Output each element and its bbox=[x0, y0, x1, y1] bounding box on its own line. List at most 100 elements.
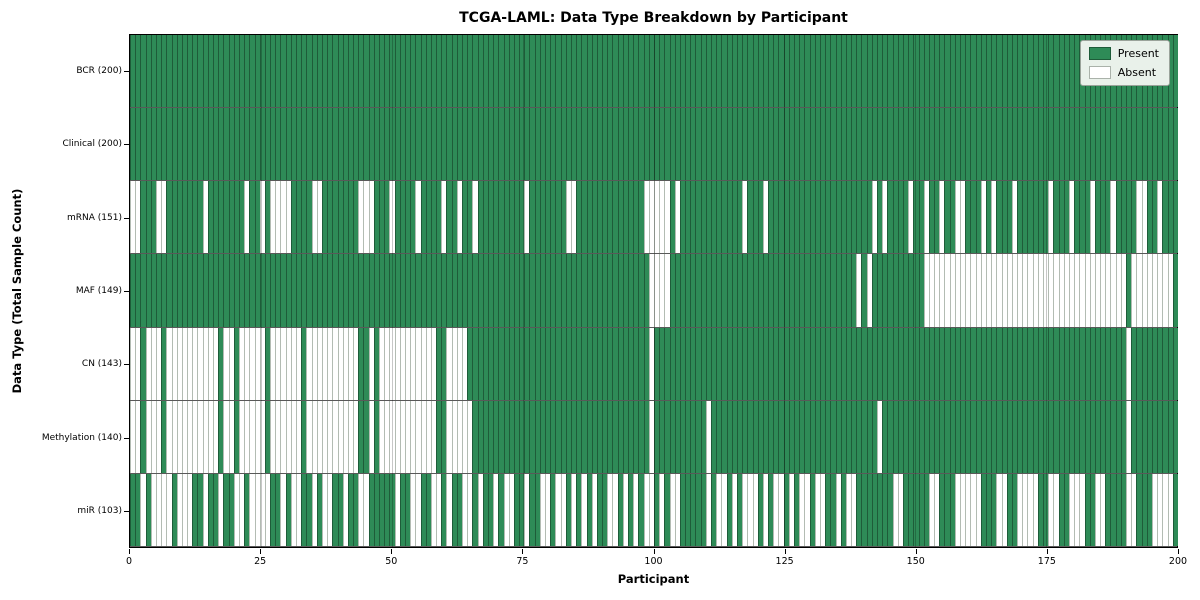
heatmap-cell bbox=[799, 108, 805, 181]
heatmap-cell bbox=[140, 108, 146, 181]
heatmap-cell bbox=[819, 473, 826, 546]
heatmap-cell bbox=[337, 254, 343, 327]
heatmap-cell bbox=[192, 35, 198, 108]
heatmap-cell bbox=[923, 108, 929, 181]
heatmap-cell bbox=[493, 254, 499, 327]
heatmap-cell bbox=[1053, 400, 1059, 473]
heatmap-cell bbox=[607, 108, 613, 181]
heatmap-cell bbox=[259, 473, 265, 546]
heatmap-cell bbox=[456, 400, 462, 473]
heatmap-cell bbox=[404, 327, 411, 400]
heatmap-cell bbox=[1032, 35, 1038, 108]
heatmap-cell bbox=[825, 108, 831, 181]
heatmap-cell bbox=[731, 35, 737, 108]
heatmap-cell bbox=[1032, 327, 1038, 400]
heatmap-cell bbox=[1089, 108, 1095, 181]
heatmap-cell bbox=[238, 108, 245, 181]
heatmap-cell bbox=[612, 254, 618, 327]
heatmap-cell bbox=[664, 254, 670, 327]
heatmap-cell bbox=[918, 473, 924, 546]
heatmap-cell bbox=[181, 181, 188, 254]
heatmap-cell bbox=[711, 254, 717, 327]
heatmap-cell bbox=[316, 473, 322, 546]
heatmap-cell bbox=[690, 254, 696, 327]
heatmap-cell bbox=[353, 108, 359, 181]
heatmap-cell bbox=[342, 254, 348, 327]
legend: Present Absent bbox=[1079, 40, 1170, 86]
heatmap-cell bbox=[1167, 254, 1173, 327]
heatmap-cell bbox=[887, 327, 893, 400]
heatmap-cell bbox=[306, 400, 312, 473]
heatmap-cell bbox=[752, 35, 758, 108]
heatmap-cell bbox=[913, 254, 919, 327]
x-tick-mark bbox=[129, 549, 130, 554]
heatmap-cell bbox=[259, 108, 265, 181]
heatmap-cell bbox=[980, 108, 986, 181]
heatmap-cell bbox=[1105, 400, 1111, 473]
heatmap-cell bbox=[1089, 254, 1095, 327]
heatmap-cell bbox=[892, 327, 898, 400]
heatmap-cell bbox=[664, 35, 670, 108]
heatmap-cell bbox=[934, 35, 940, 108]
heatmap-cell bbox=[638, 327, 644, 400]
heatmap-cell bbox=[508, 327, 514, 400]
heatmap-cell bbox=[1027, 400, 1033, 473]
heatmap-cell bbox=[602, 400, 608, 473]
heatmap-cell bbox=[342, 181, 348, 254]
heatmap-cell bbox=[171, 473, 177, 546]
heatmap-cell bbox=[576, 473, 582, 546]
heatmap-cell bbox=[1110, 254, 1116, 327]
heatmap-cell bbox=[316, 400, 322, 473]
heatmap-cell bbox=[633, 181, 639, 254]
heatmap-cell bbox=[316, 254, 322, 327]
heatmap-cell bbox=[399, 473, 405, 546]
heatmap-cell bbox=[700, 400, 706, 473]
heatmap-cell bbox=[721, 35, 727, 108]
heatmap-cell bbox=[747, 108, 753, 181]
heatmap-cell bbox=[306, 35, 312, 108]
heatmap-cell bbox=[290, 400, 296, 473]
heatmap-cell bbox=[902, 327, 909, 400]
heatmap-cell bbox=[467, 108, 473, 181]
heatmap-cell bbox=[757, 254, 763, 327]
heatmap-cell bbox=[975, 473, 981, 546]
heatmap-cell bbox=[207, 327, 213, 400]
heatmap-cell bbox=[669, 473, 675, 546]
heatmap-cell bbox=[908, 254, 914, 327]
heatmap-cell bbox=[773, 35, 779, 108]
heatmap-cell bbox=[1063, 400, 1069, 473]
heatmap-cell bbox=[373, 400, 379, 473]
heatmap-cell bbox=[430, 473, 437, 546]
heatmap-cell bbox=[1120, 400, 1126, 473]
heatmap-cell bbox=[570, 35, 577, 108]
heatmap-cell bbox=[1079, 108, 1085, 181]
heatmap-cell bbox=[498, 327, 504, 400]
heatmap-cell bbox=[207, 254, 213, 327]
heatmap-cell bbox=[363, 400, 369, 473]
heatmap-cell bbox=[1043, 108, 1049, 181]
heatmap-cell bbox=[996, 327, 1002, 400]
heatmap-cell bbox=[825, 35, 831, 108]
heatmap-cell bbox=[384, 254, 390, 327]
heatmap-cell bbox=[1126, 254, 1132, 327]
heatmap-cell bbox=[705, 400, 711, 473]
heatmap-cell bbox=[591, 327, 597, 400]
heatmap-cell bbox=[1084, 400, 1090, 473]
heatmap-cell bbox=[1162, 400, 1168, 473]
heatmap-cell bbox=[752, 327, 758, 400]
heatmap-cell bbox=[612, 108, 618, 181]
heatmap-cell bbox=[176, 254, 182, 327]
heatmap-cell bbox=[1146, 181, 1152, 254]
heatmap-cell bbox=[451, 473, 457, 546]
heatmap-cell bbox=[856, 35, 862, 108]
heatmap-cell bbox=[187, 473, 193, 546]
heatmap-cell bbox=[332, 327, 338, 400]
heatmap-cell bbox=[145, 327, 151, 400]
heatmap-cell bbox=[975, 327, 981, 400]
heatmap-cell bbox=[1032, 181, 1038, 254]
heatmap-cell bbox=[290, 181, 296, 254]
heatmap-cell bbox=[1063, 473, 1069, 546]
heatmap-cell bbox=[311, 254, 317, 327]
heatmap-cell bbox=[1151, 108, 1158, 181]
heatmap-cell bbox=[731, 108, 737, 181]
